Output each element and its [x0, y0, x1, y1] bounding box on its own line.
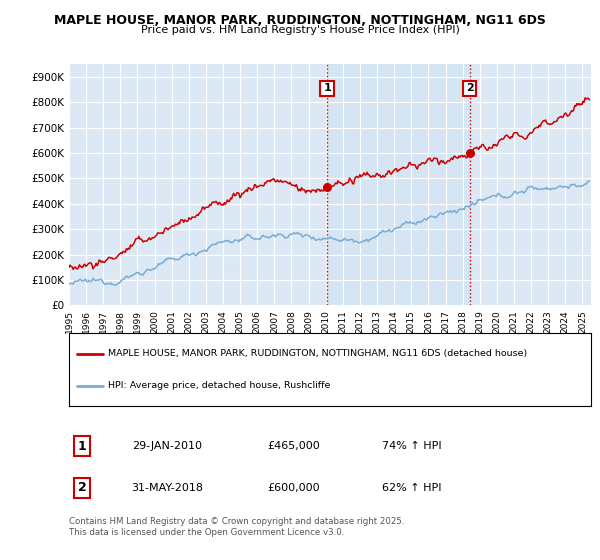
Text: 2: 2 [466, 83, 474, 94]
Text: Contains HM Land Registry data © Crown copyright and database right 2025.
This d: Contains HM Land Registry data © Crown c… [69, 517, 404, 536]
Text: 31-MAY-2018: 31-MAY-2018 [131, 483, 203, 493]
Text: MAPLE HOUSE, MANOR PARK, RUDDINGTON, NOTTINGHAM, NG11 6DS (detached house): MAPLE HOUSE, MANOR PARK, RUDDINGTON, NOT… [108, 349, 527, 358]
Text: 29-JAN-2010: 29-JAN-2010 [131, 441, 202, 451]
Text: 62% ↑ HPI: 62% ↑ HPI [382, 483, 442, 493]
Text: 2: 2 [77, 482, 86, 494]
Text: Price paid vs. HM Land Registry's House Price Index (HPI): Price paid vs. HM Land Registry's House … [140, 25, 460, 35]
Text: 74% ↑ HPI: 74% ↑ HPI [382, 441, 442, 451]
Text: £465,000: £465,000 [268, 441, 320, 451]
Text: HPI: Average price, detached house, Rushcliffe: HPI: Average price, detached house, Rush… [108, 381, 331, 390]
Text: £600,000: £600,000 [268, 483, 320, 493]
Text: 1: 1 [323, 83, 331, 94]
Text: MAPLE HOUSE, MANOR PARK, RUDDINGTON, NOTTINGHAM, NG11 6DS: MAPLE HOUSE, MANOR PARK, RUDDINGTON, NOT… [54, 14, 546, 27]
Text: 1: 1 [77, 440, 86, 452]
Bar [327, 64, 470, 305]
